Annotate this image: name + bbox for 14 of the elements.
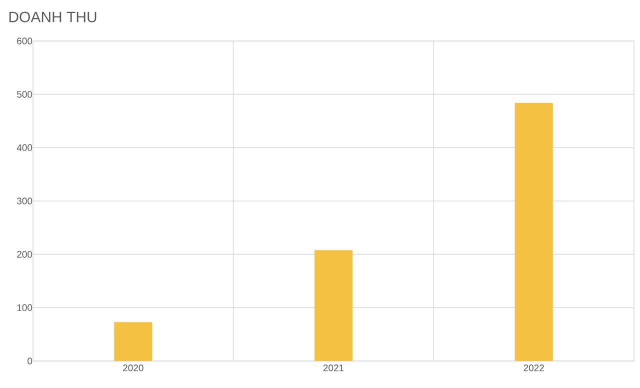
x-tick-label: 2022 — [524, 364, 544, 372]
y-tick-label: 500 — [17, 90, 32, 98]
x-tick-label: 2021 — [323, 364, 344, 372]
bar — [314, 250, 353, 361]
y-tick-label: 300 — [16, 198, 32, 204]
y-tick-label: 0 — [28, 358, 32, 364]
bar — [114, 322, 152, 361]
y-tick-label: 200 — [17, 250, 32, 258]
y-tick-label: 400 — [16, 144, 32, 152]
y-tick-label: 100 — [17, 304, 32, 312]
x-tick-label: 2020 — [123, 364, 144, 372]
bar — [514, 102, 553, 361]
chart-title: DOANH THU — [9, 12, 96, 22]
y-tick-label: 600 — [17, 38, 32, 44]
